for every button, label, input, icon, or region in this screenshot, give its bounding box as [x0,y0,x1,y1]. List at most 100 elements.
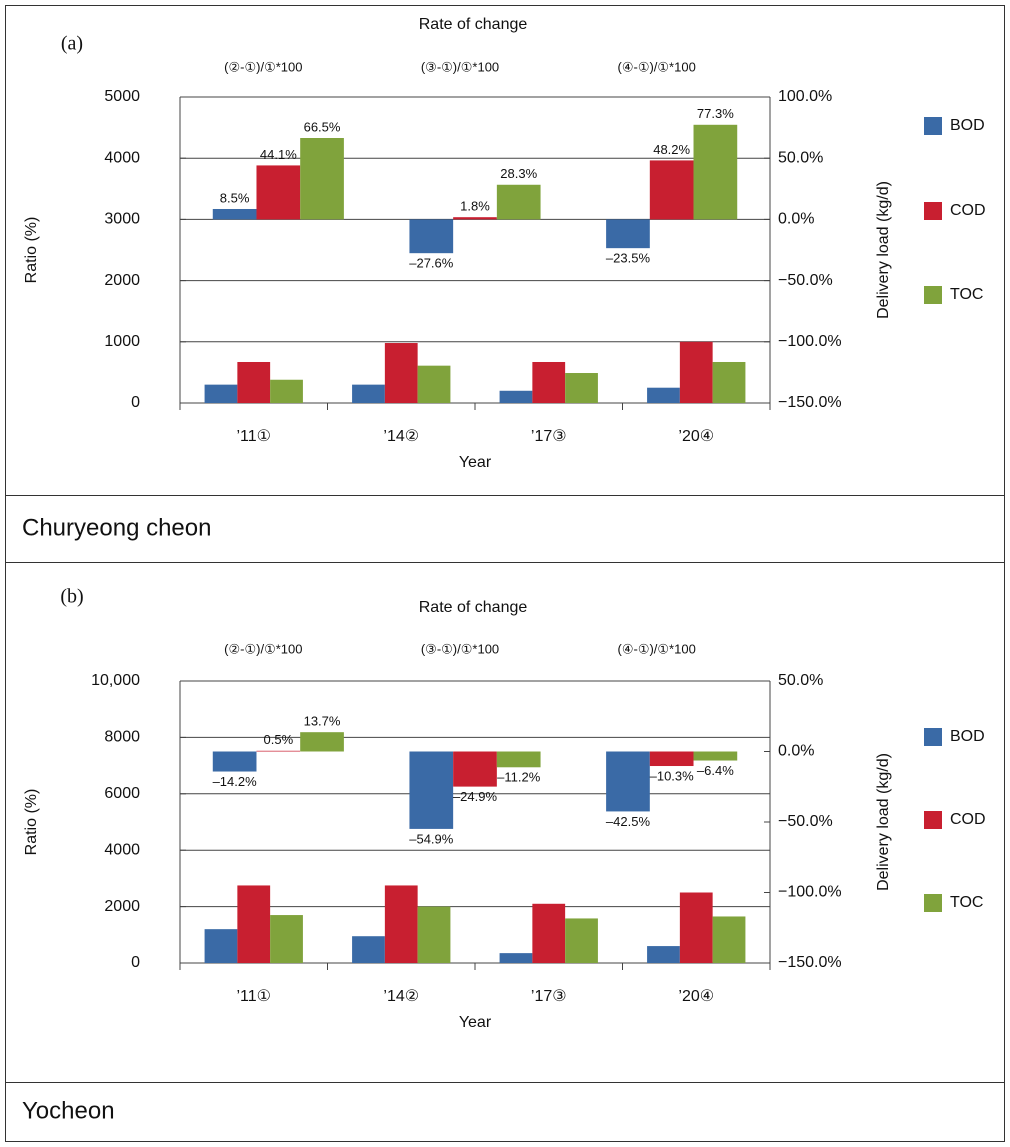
bar [532,361,566,403]
y2-tick-label: −100.0% [778,884,842,901]
bar [204,384,238,403]
legend-label: COD [950,811,986,828]
y-axis-label: Ratio (%) [23,789,40,856]
legend-label: TOC [950,286,983,303]
rate-bar [453,751,497,787]
bar [712,361,746,403]
bar [384,885,418,963]
y2-tick-label: 0.0% [778,211,814,228]
value-label: 13.7% [304,714,341,729]
y-tick-label: 8000 [104,729,140,746]
y2-tick-label: 0.0% [778,743,814,760]
panel-label: (b) [60,586,83,608]
rate-category: (③-①)/①*100 [421,59,499,74]
legend-swatch [924,202,942,220]
value-label: –6.4% [697,763,734,778]
rate-bar [409,751,454,829]
legend-label: COD [950,202,986,219]
bar [647,387,680,403]
bar [712,916,746,963]
legend-label: TOC [950,894,983,911]
value-label: –10.3% [650,768,695,783]
value-label: –54.9% [409,831,454,846]
y2-tick-label: −50.0% [778,272,833,289]
x-tick-label: ’11① [236,988,271,1005]
x-tick-label: ’20④ [678,428,714,445]
chart-title: Rate of change [419,599,528,616]
value-label: 1.8% [460,199,490,214]
value-label: –42.5% [606,814,651,829]
y-tick-label: 4000 [104,841,140,858]
bar [647,946,680,963]
x-tick-label: ’20④ [678,988,714,1005]
legend-swatch [924,728,942,746]
chart-title: Rate of change [419,16,528,33]
bar [270,915,303,963]
y-tick-label: 3000 [104,211,140,228]
rate-bar [496,184,541,220]
bar [237,885,271,963]
value-label: 77.3% [697,106,734,121]
y-axis-label: Ratio (%) [23,217,40,284]
rate-bar [606,751,650,812]
bar [417,906,451,963]
rate-bar [256,750,301,752]
value-label: –23.5% [606,251,651,266]
y-tick-label: 0 [131,954,140,971]
rate-bar [300,732,344,752]
y-tick-label: 4000 [104,149,140,166]
bar [352,936,385,963]
rate-category: (④-①)/①*100 [618,59,696,74]
bar [237,361,271,403]
x-tick-label: ’14② [383,428,419,445]
rate-category: (②-①)/①*100 [224,641,302,656]
y2-tick-label: −150.0% [778,954,842,971]
y2-axis-label: Delivery load (kg/d) [875,753,892,891]
y-tick-label: 5000 [104,88,140,105]
y2-tick-label: 50.0% [778,149,823,166]
x-tick-label: ’11① [236,428,271,445]
bar [499,390,533,403]
y-tick-label: 2000 [104,898,140,915]
legend-swatch [924,894,942,912]
x-tick-label: ’17③ [531,428,567,445]
legend-label: BOD [950,728,985,745]
value-label: 44.1% [260,147,297,162]
value-label: 48.2% [653,142,690,157]
bar [565,918,598,963]
value-label: –11.2% [497,770,541,785]
rate-bar [453,217,497,220]
rate-category: (④-①)/①*100 [618,641,696,656]
rate-category: (③-①)/①*100 [421,641,499,656]
bar [565,373,598,403]
rate-bar [649,751,694,767]
value-label: 66.5% [304,119,341,134]
y-tick-label: 1000 [104,333,140,350]
y-tick-label: 2000 [104,272,140,289]
value-label: –14.2% [213,774,258,789]
y-tick-label: 0 [131,394,140,411]
bar [532,903,566,963]
bar [352,384,385,403]
bar [499,953,533,963]
y-tick-label: 6000 [104,785,140,802]
rate-bar [212,208,257,220]
value-label: 0.5% [264,732,294,747]
panel-label: (a) [61,33,83,55]
rate-bar [649,160,694,220]
caption: Churyeong cheon [22,514,211,541]
legend-label: BOD [950,117,985,134]
y2-tick-label: −100.0% [778,333,842,350]
y2-tick-label: −150.0% [778,394,842,411]
rate-bar [693,751,738,761]
bar [270,379,303,403]
y2-axis-label: Delivery load (kg/d) [875,181,892,319]
caption: Yocheon [22,1097,115,1124]
bar [679,341,713,403]
value-label: –24.9% [453,789,498,804]
x-axis-label: Year [459,1014,492,1031]
rate-bar [496,751,541,768]
bar [679,892,713,963]
x-tick-label: ’14② [383,988,419,1005]
